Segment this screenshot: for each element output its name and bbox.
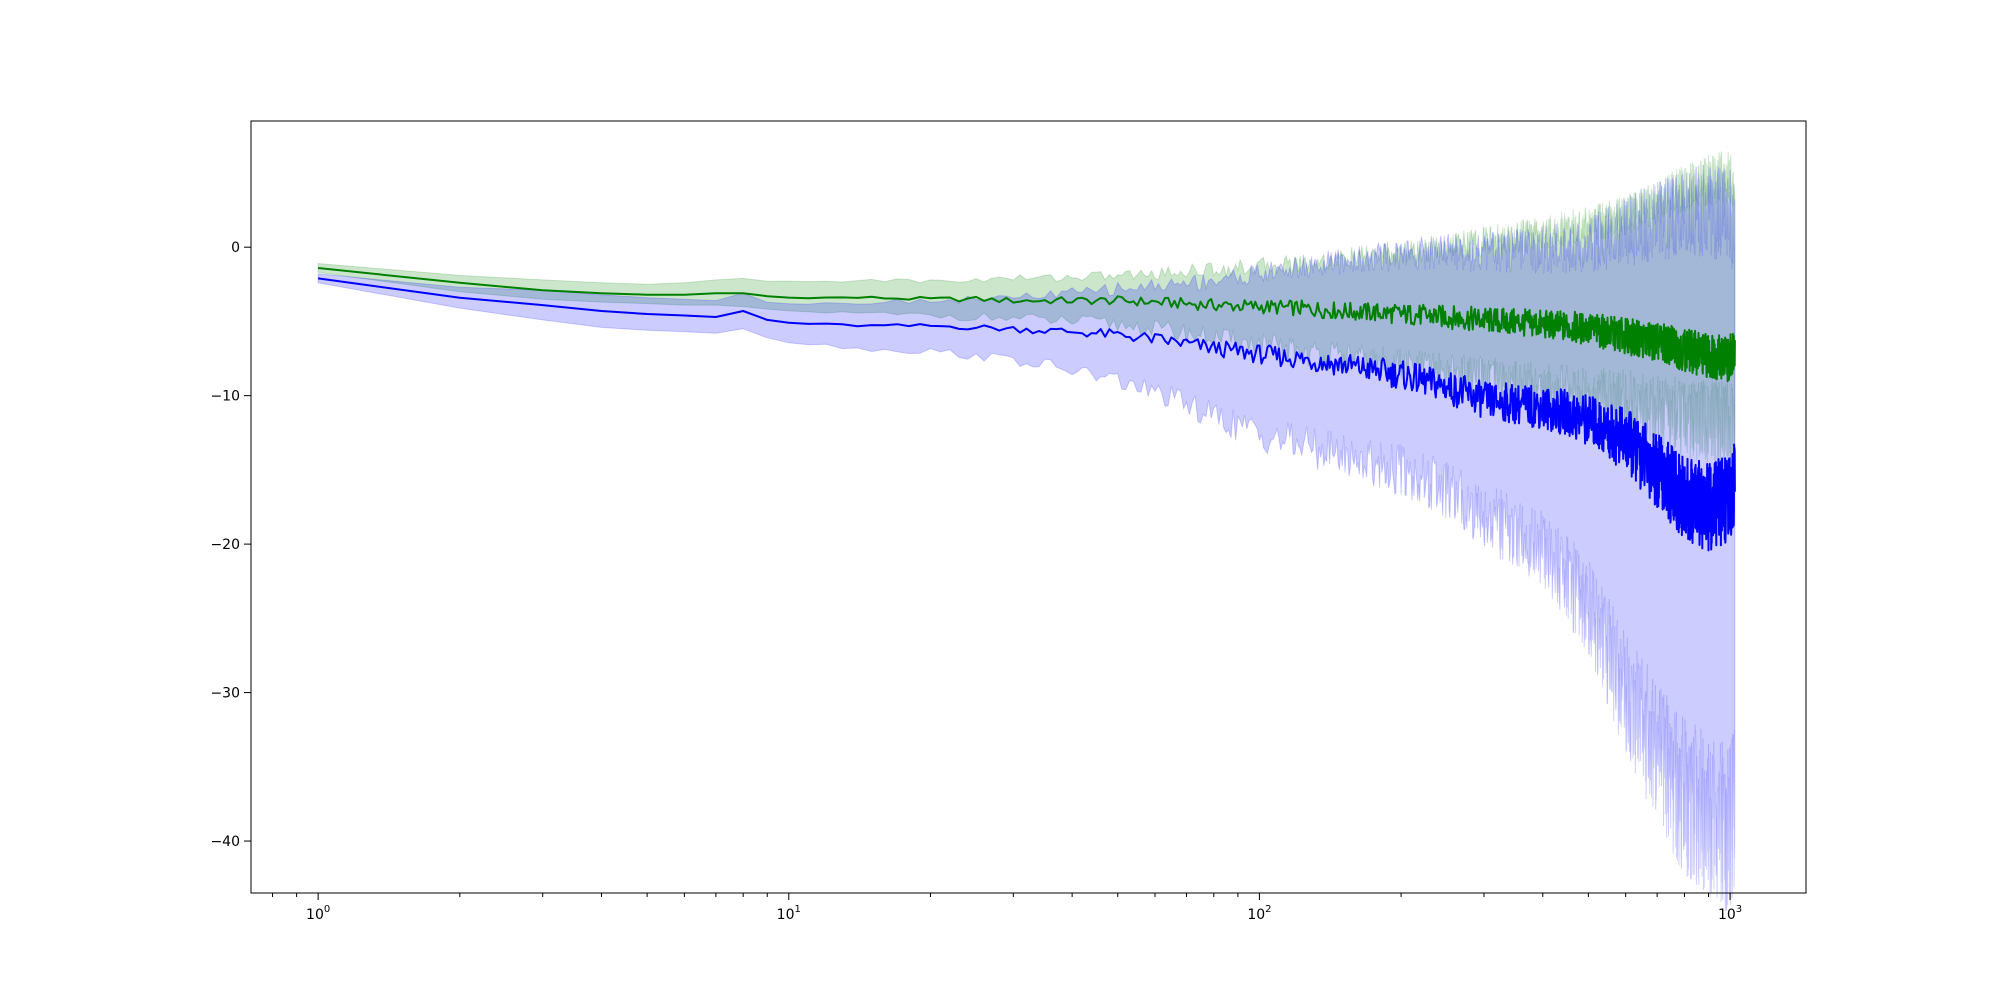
axes-frame [250,120,1807,894]
x-tick-label-0: 100 [306,904,330,923]
x-tick-label-1: 101 [777,904,801,923]
series-0-line [317,267,1736,383]
series-1-line [317,277,1736,552]
y-tick-label-4: −40 [210,834,240,850]
y-tick-label-1: −10 [210,389,240,405]
axes: 100 101 102 103 0 −10 −20 −30 −40 [210,120,1807,923]
y-tick-label-2: −20 [210,537,240,553]
series-1-band [317,165,1736,912]
y-tick-label-0: 0 [231,240,240,256]
y-tick-label-3: −30 [210,686,240,702]
x-tick-label-3: 103 [1718,904,1742,923]
plot-area [317,151,1736,912]
x-tick-label-2: 102 [1247,904,1271,923]
